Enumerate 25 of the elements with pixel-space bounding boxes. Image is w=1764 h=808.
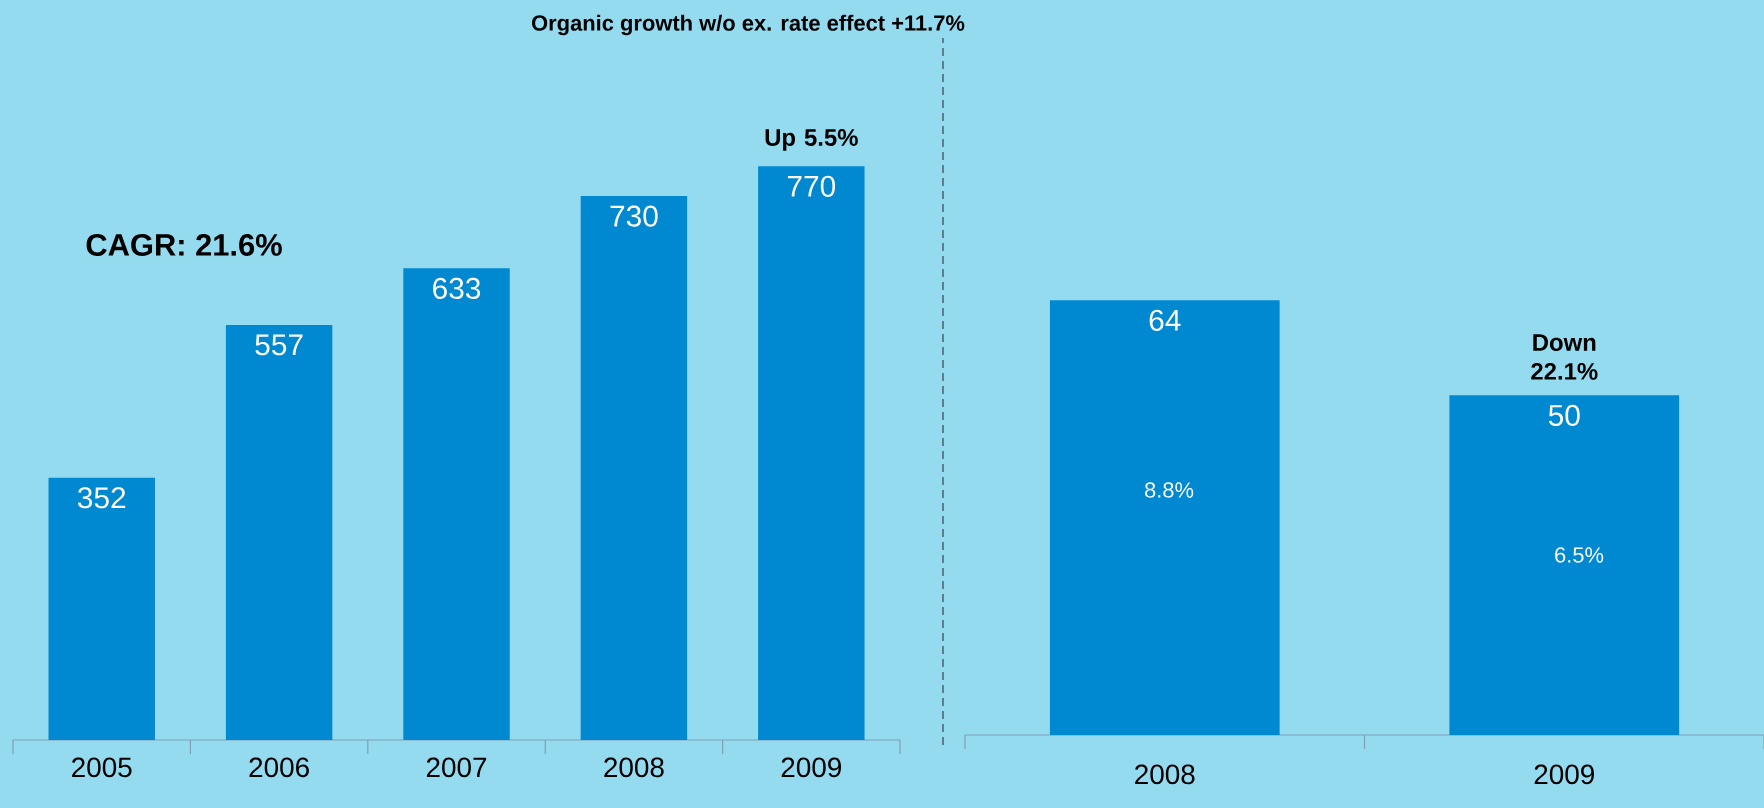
- bar: [580, 196, 688, 740]
- data-label: 633: [433, 277, 481, 299]
- data-label: 352: [77, 487, 126, 509]
- x-tick-label: 2005: [72, 757, 132, 778]
- data-label: 770: [787, 175, 836, 197]
- annotation: Down 22.1%: [1531, 334, 1598, 380]
- data-label: 557: [255, 334, 303, 356]
- bar: [758, 166, 865, 740]
- annotation: 6.5%: [1555, 547, 1604, 563]
- data-label: 730: [610, 205, 658, 227]
- annotation: CAGR: 21.6%: [86, 234, 282, 256]
- bar: [403, 268, 510, 740]
- data-label: 64: [1149, 309, 1181, 331]
- x-tick-label: 2009: [781, 757, 841, 778]
- x-tick-label: 2007: [426, 757, 487, 778]
- x-tick-label: 2006: [249, 757, 309, 778]
- annotation: 8.8%: [1145, 482, 1194, 498]
- x-tick-label: 2008: [1135, 764, 1195, 785]
- data-label: 50: [1548, 404, 1580, 426]
- bar: [225, 324, 333, 740]
- x-tick-label: 2008: [604, 757, 664, 778]
- annotation: Up 5.5%: [765, 129, 858, 151]
- bar: [48, 477, 155, 740]
- x-tick-label: 2009: [1534, 764, 1594, 785]
- text: Organic growth w/o ex. rate effect +11.7%: [532, 14, 965, 36]
